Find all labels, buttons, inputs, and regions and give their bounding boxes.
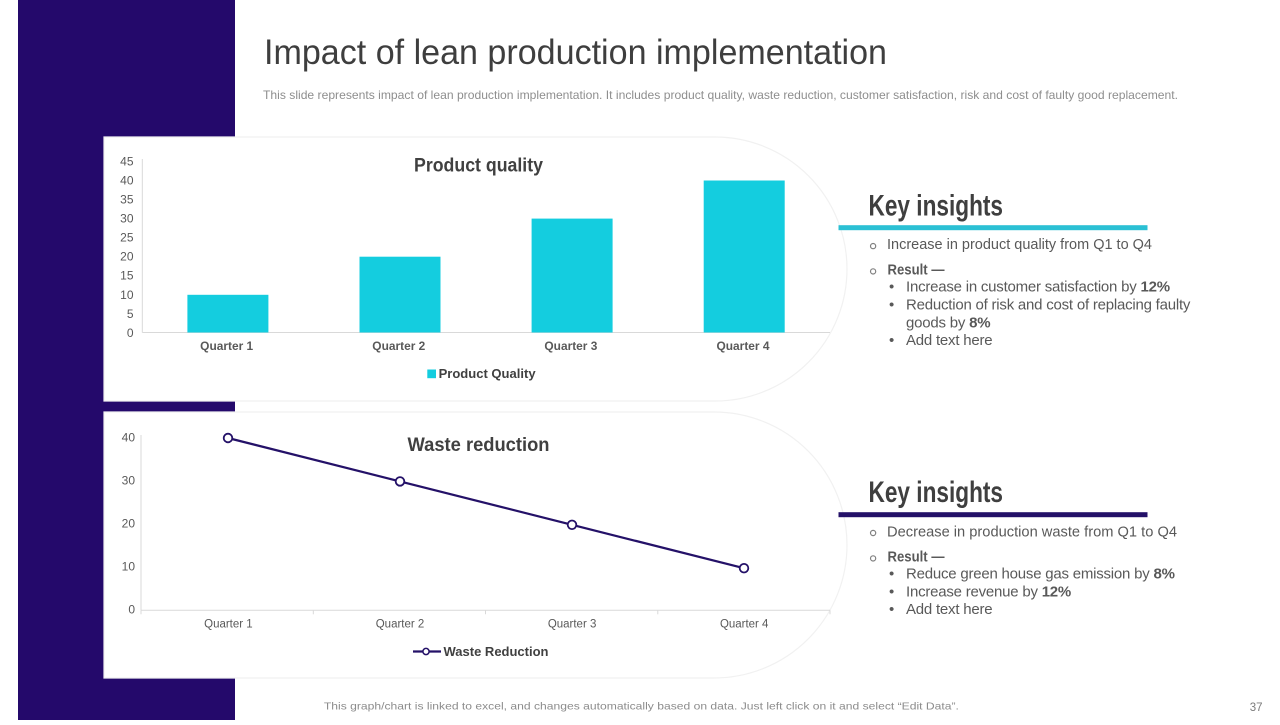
svg-text:10: 10 <box>122 560 136 574</box>
svg-text:0: 0 <box>127 326 134 340</box>
svg-text:Quarter 4: Quarter 4 <box>720 619 769 631</box>
svg-text:10: 10 <box>120 288 134 302</box>
svg-text:This slide represents impact o: This slide represents impact of lean pro… <box>263 88 1178 102</box>
svg-text:0: 0 <box>128 603 135 617</box>
svg-text:Quarter 3: Quarter 3 <box>548 619 597 631</box>
svg-text:Quarter 2: Quarter 2 <box>376 619 425 631</box>
svg-text:This graph/chart is linked to: This graph/chart is linked to excel, and… <box>324 701 959 713</box>
svg-text:25: 25 <box>120 231 134 245</box>
svg-text:Reduce green house gas emissio: Reduce green house gas emission by 8% <box>906 566 1175 583</box>
svg-text:Quarter 2: Quarter 2 <box>372 341 425 353</box>
svg-text:Waste Reduction: Waste Reduction <box>444 645 549 659</box>
svg-text:Quarter 1: Quarter 1 <box>204 619 253 631</box>
svg-text:goods by 8%: goods by 8% <box>906 315 990 332</box>
svg-text:5: 5 <box>127 307 134 321</box>
svg-text:Product Quality: Product Quality <box>439 367 536 381</box>
svg-text:Key insights: Key insights <box>869 190 1004 223</box>
svg-text:Result —: Result — <box>888 262 945 279</box>
svg-text:•: • <box>889 584 894 601</box>
svg-text:•: • <box>889 332 894 349</box>
svg-text:Waste reduction: Waste reduction <box>408 435 550 456</box>
svg-text:40: 40 <box>122 430 136 444</box>
svg-text:35: 35 <box>120 193 134 207</box>
svg-text:Impact of lean production impl: Impact of lean production implementation <box>264 33 887 72</box>
svg-text:30: 30 <box>122 473 136 487</box>
svg-text:•: • <box>889 297 894 314</box>
svg-text:•: • <box>889 601 894 618</box>
svg-text:Result —: Result — <box>888 549 945 566</box>
svg-text:Quarter 3: Quarter 3 <box>544 341 597 353</box>
svg-text:Add text here: Add text here <box>906 601 992 618</box>
svg-text:30: 30 <box>120 212 134 226</box>
svg-text:Reduction of risk and cost of: Reduction of risk and cost of replacing … <box>906 297 1191 314</box>
svg-text:Key insights: Key insights <box>869 476 1004 509</box>
svg-text:Increase revenue by 12%: Increase revenue by 12% <box>906 584 1071 601</box>
svg-text:Quarter 4: Quarter 4 <box>717 341 771 353</box>
svg-text:15: 15 <box>120 269 134 283</box>
svg-text:37: 37 <box>1250 702 1263 714</box>
svg-text:40: 40 <box>120 174 134 188</box>
svg-text:Product quality: Product quality <box>414 155 543 176</box>
svg-text:Add text here: Add text here <box>906 332 992 349</box>
svg-text:20: 20 <box>120 250 134 264</box>
svg-text:•: • <box>889 566 894 583</box>
svg-text:•: • <box>889 278 894 295</box>
svg-text:Increase in product quality fr: Increase in product quality from Q1 to Q… <box>887 236 1152 253</box>
svg-text:20: 20 <box>122 517 136 531</box>
svg-text:45: 45 <box>120 155 134 169</box>
svg-text:Quarter 1: Quarter 1 <box>200 341 254 353</box>
svg-text:Decrease in production waste f: Decrease in production waste from Q1 to … <box>887 524 1177 541</box>
svg-text:Increase in customer satisfact: Increase in customer satisfaction by 12% <box>906 278 1170 295</box>
